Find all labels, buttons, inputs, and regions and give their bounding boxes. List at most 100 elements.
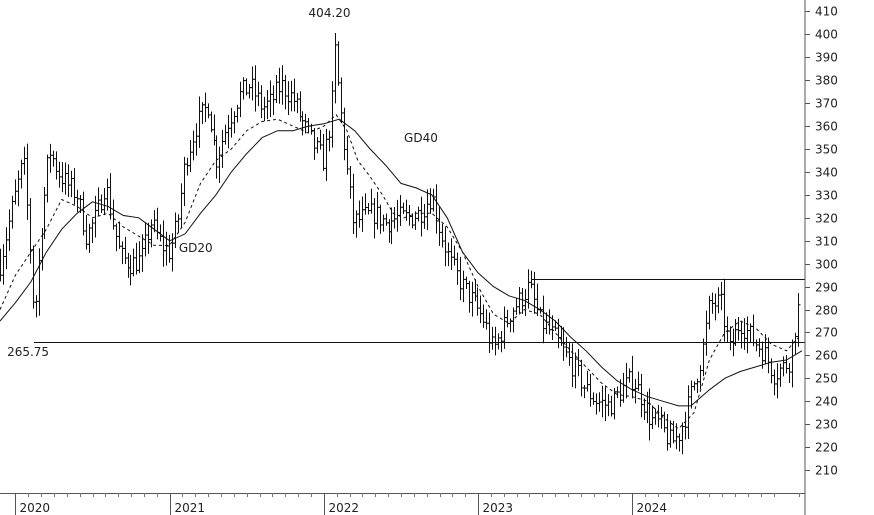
ohlc-bar <box>220 129 225 169</box>
ohlc-bar <box>306 117 311 133</box>
ohlc-bar <box>128 254 133 286</box>
ohlc-bar <box>81 191 86 236</box>
ohlc-bar <box>627 368 632 383</box>
ohlc-bar <box>108 173 113 220</box>
ohlc-bar <box>458 256 463 301</box>
ohlc-bar <box>381 214 386 232</box>
ohlc-bar <box>327 130 332 152</box>
ohlc-bar <box>630 355 635 399</box>
ohlc-bar <box>446 242 451 267</box>
ohlc-bar <box>226 114 231 149</box>
ohlc-bar <box>375 191 380 230</box>
ohlc-bar <box>535 283 540 317</box>
ohlc-bar <box>636 371 641 391</box>
ohlc-bar <box>467 280 472 313</box>
ohlc-bar <box>475 287 480 316</box>
y-tick-label: 230 <box>815 418 838 432</box>
y-tick-label: 400 <box>815 28 838 42</box>
ohlc-bar <box>440 223 445 248</box>
x-tick-label: 2021 <box>175 501 206 515</box>
ohlc-bar <box>315 137 320 154</box>
ohlc-bar <box>493 326 498 356</box>
y-tick-label: 340 <box>815 166 838 180</box>
ohlc-bar <box>624 362 629 399</box>
ohlc-bar <box>686 385 691 439</box>
ohlc-bar <box>300 111 305 136</box>
ohlc-bar <box>28 198 33 264</box>
ohlc-bar <box>778 363 783 387</box>
ohlc-bar <box>235 104 240 123</box>
ohlc-bar <box>188 139 193 173</box>
ohlc-bar <box>517 287 522 314</box>
ohlc-bar <box>713 293 718 321</box>
ohlc-bar <box>22 146 27 175</box>
ohlc-bar <box>238 81 243 118</box>
ohlc-bar <box>659 406 664 429</box>
ohlc-bar <box>259 85 264 119</box>
ohlc-bar <box>612 388 617 420</box>
ohlc-bar <box>398 195 403 227</box>
ohlc-bar <box>481 304 486 328</box>
ohlc-bar <box>366 203 371 215</box>
axes: 210 220 230 240 250 260 270 280 290 300 310 320 330 3… <box>0 0 838 515</box>
moving-average-lines <box>0 113 803 430</box>
ohlc-bar <box>111 199 116 230</box>
ohlc-bar <box>742 318 747 350</box>
ohlc-bar <box>728 326 733 351</box>
ohlc-bar <box>312 127 317 160</box>
ohlc-bar <box>247 84 252 99</box>
ohlc-bar <box>719 281 724 311</box>
ohlc-bar <box>69 170 74 198</box>
ohlc-bar <box>461 270 466 303</box>
ohlc-bar <box>277 67 282 104</box>
y-tick-label: 380 <box>815 74 838 88</box>
ohlc-bar <box>223 124 228 145</box>
ohlc-bar <box>102 188 107 216</box>
ohlc-bar <box>54 151 59 180</box>
ohlc-bar <box>680 422 685 455</box>
ohlc-bar <box>677 433 682 452</box>
ohlc-bar <box>496 333 501 350</box>
ohlc-bar <box>351 173 356 234</box>
ohlc-bar <box>473 279 478 302</box>
y-tick-label: 320 <box>815 212 838 226</box>
ohlc-bar <box>716 287 721 314</box>
y-tick-label: 310 <box>815 235 838 249</box>
ohlc-bar <box>96 187 101 217</box>
ohlc-bar <box>34 295 39 318</box>
ohlc-bar <box>114 223 119 252</box>
ohlc-bar <box>179 183 184 229</box>
y-tick-label: 330 <box>815 189 838 203</box>
ohlc-bar <box>303 113 308 134</box>
ohlc-bar <box>437 206 442 246</box>
ohlc-bar <box>60 162 65 193</box>
ohlc-bar <box>653 408 658 425</box>
ohlc-bar <box>419 196 424 237</box>
ohlc-bar <box>289 80 294 112</box>
ohlc-bar <box>217 146 222 183</box>
ohlc-bar <box>357 200 362 228</box>
moving-average-gd40 <box>0 118 803 407</box>
y-tick-label: 210 <box>815 464 838 478</box>
ohlc-bar <box>176 214 181 233</box>
ohlc-bar <box>585 370 590 392</box>
ohlc-bar <box>547 309 552 335</box>
ohlc-bar <box>117 221 122 249</box>
ohlc-bar <box>155 207 160 240</box>
ohlc-bar <box>256 81 261 107</box>
ohlc-bar <box>200 102 205 125</box>
ohlc-bar <box>13 179 18 205</box>
annotation-label: 265.75 <box>7 345 49 359</box>
ohlc-bar <box>434 184 439 234</box>
ohlc-bar <box>470 281 475 317</box>
ohlc-bar <box>478 295 483 324</box>
ohlc-bar <box>191 130 196 161</box>
ohlc-bar <box>48 143 53 173</box>
ohlc-bar <box>126 252 131 278</box>
ohlc-bar <box>1 244 6 285</box>
ohlc-bar <box>443 226 448 267</box>
ohlc-bar <box>75 189 80 213</box>
ohlc-bar <box>280 65 285 105</box>
ohlc-bar <box>16 170 21 207</box>
ohlc-bar <box>10 195 15 229</box>
